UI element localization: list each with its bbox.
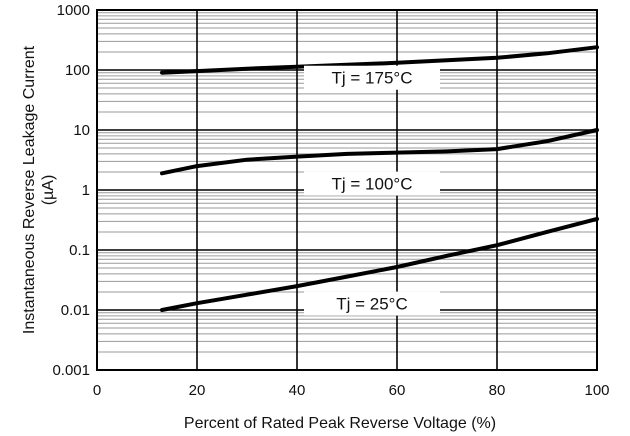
curve-label-background (304, 291, 440, 316)
tick-labels: 0.001 0.01 0.1 1 10 100 1000 0 20 40 60 80 100 (52, 2, 609, 399)
y-axis-unit-label: (µA) (40, 175, 57, 206)
plot-frame (96, 9, 598, 371)
x-tick-label: 40 (289, 382, 306, 399)
x-axis-label: Percent of Rated Peak Reverse Voltage (%… (184, 415, 496, 432)
x-tick-label: 0 (93, 382, 101, 399)
curve-label: Tj = 100°C (332, 175, 413, 194)
series-line (160, 216, 599, 312)
curve-label: Tj = 175°C (332, 69, 413, 88)
x-tick-label: 20 (189, 382, 206, 399)
curve-labels: Tj = 175°C Tj = 100°C Tj = 25°C (304, 65, 440, 316)
y-tick-label: 1 (82, 182, 90, 199)
curve-label-background (304, 171, 440, 196)
y-tick-label: 10 (73, 122, 90, 139)
curve-label-background (304, 65, 440, 90)
y-axis-label: Instantaneous Reverse Leakage Current (21, 45, 38, 334)
series-line (160, 128, 599, 176)
y-tick-label: 0.1 (69, 242, 90, 259)
curves (160, 45, 599, 312)
curve-label: Tj = 25°C (336, 295, 408, 314)
y-tick-label: 1000 (57, 2, 90, 19)
y-tick-label: 0.01 (61, 302, 90, 319)
series-line (160, 45, 599, 75)
x-tick-label: 60 (389, 382, 406, 399)
y-tick-label: 0.001 (52, 362, 90, 379)
x-tick-label: 100 (584, 382, 609, 399)
y-tick-label: 100 (65, 62, 90, 79)
x-tick-label: 80 (489, 382, 506, 399)
